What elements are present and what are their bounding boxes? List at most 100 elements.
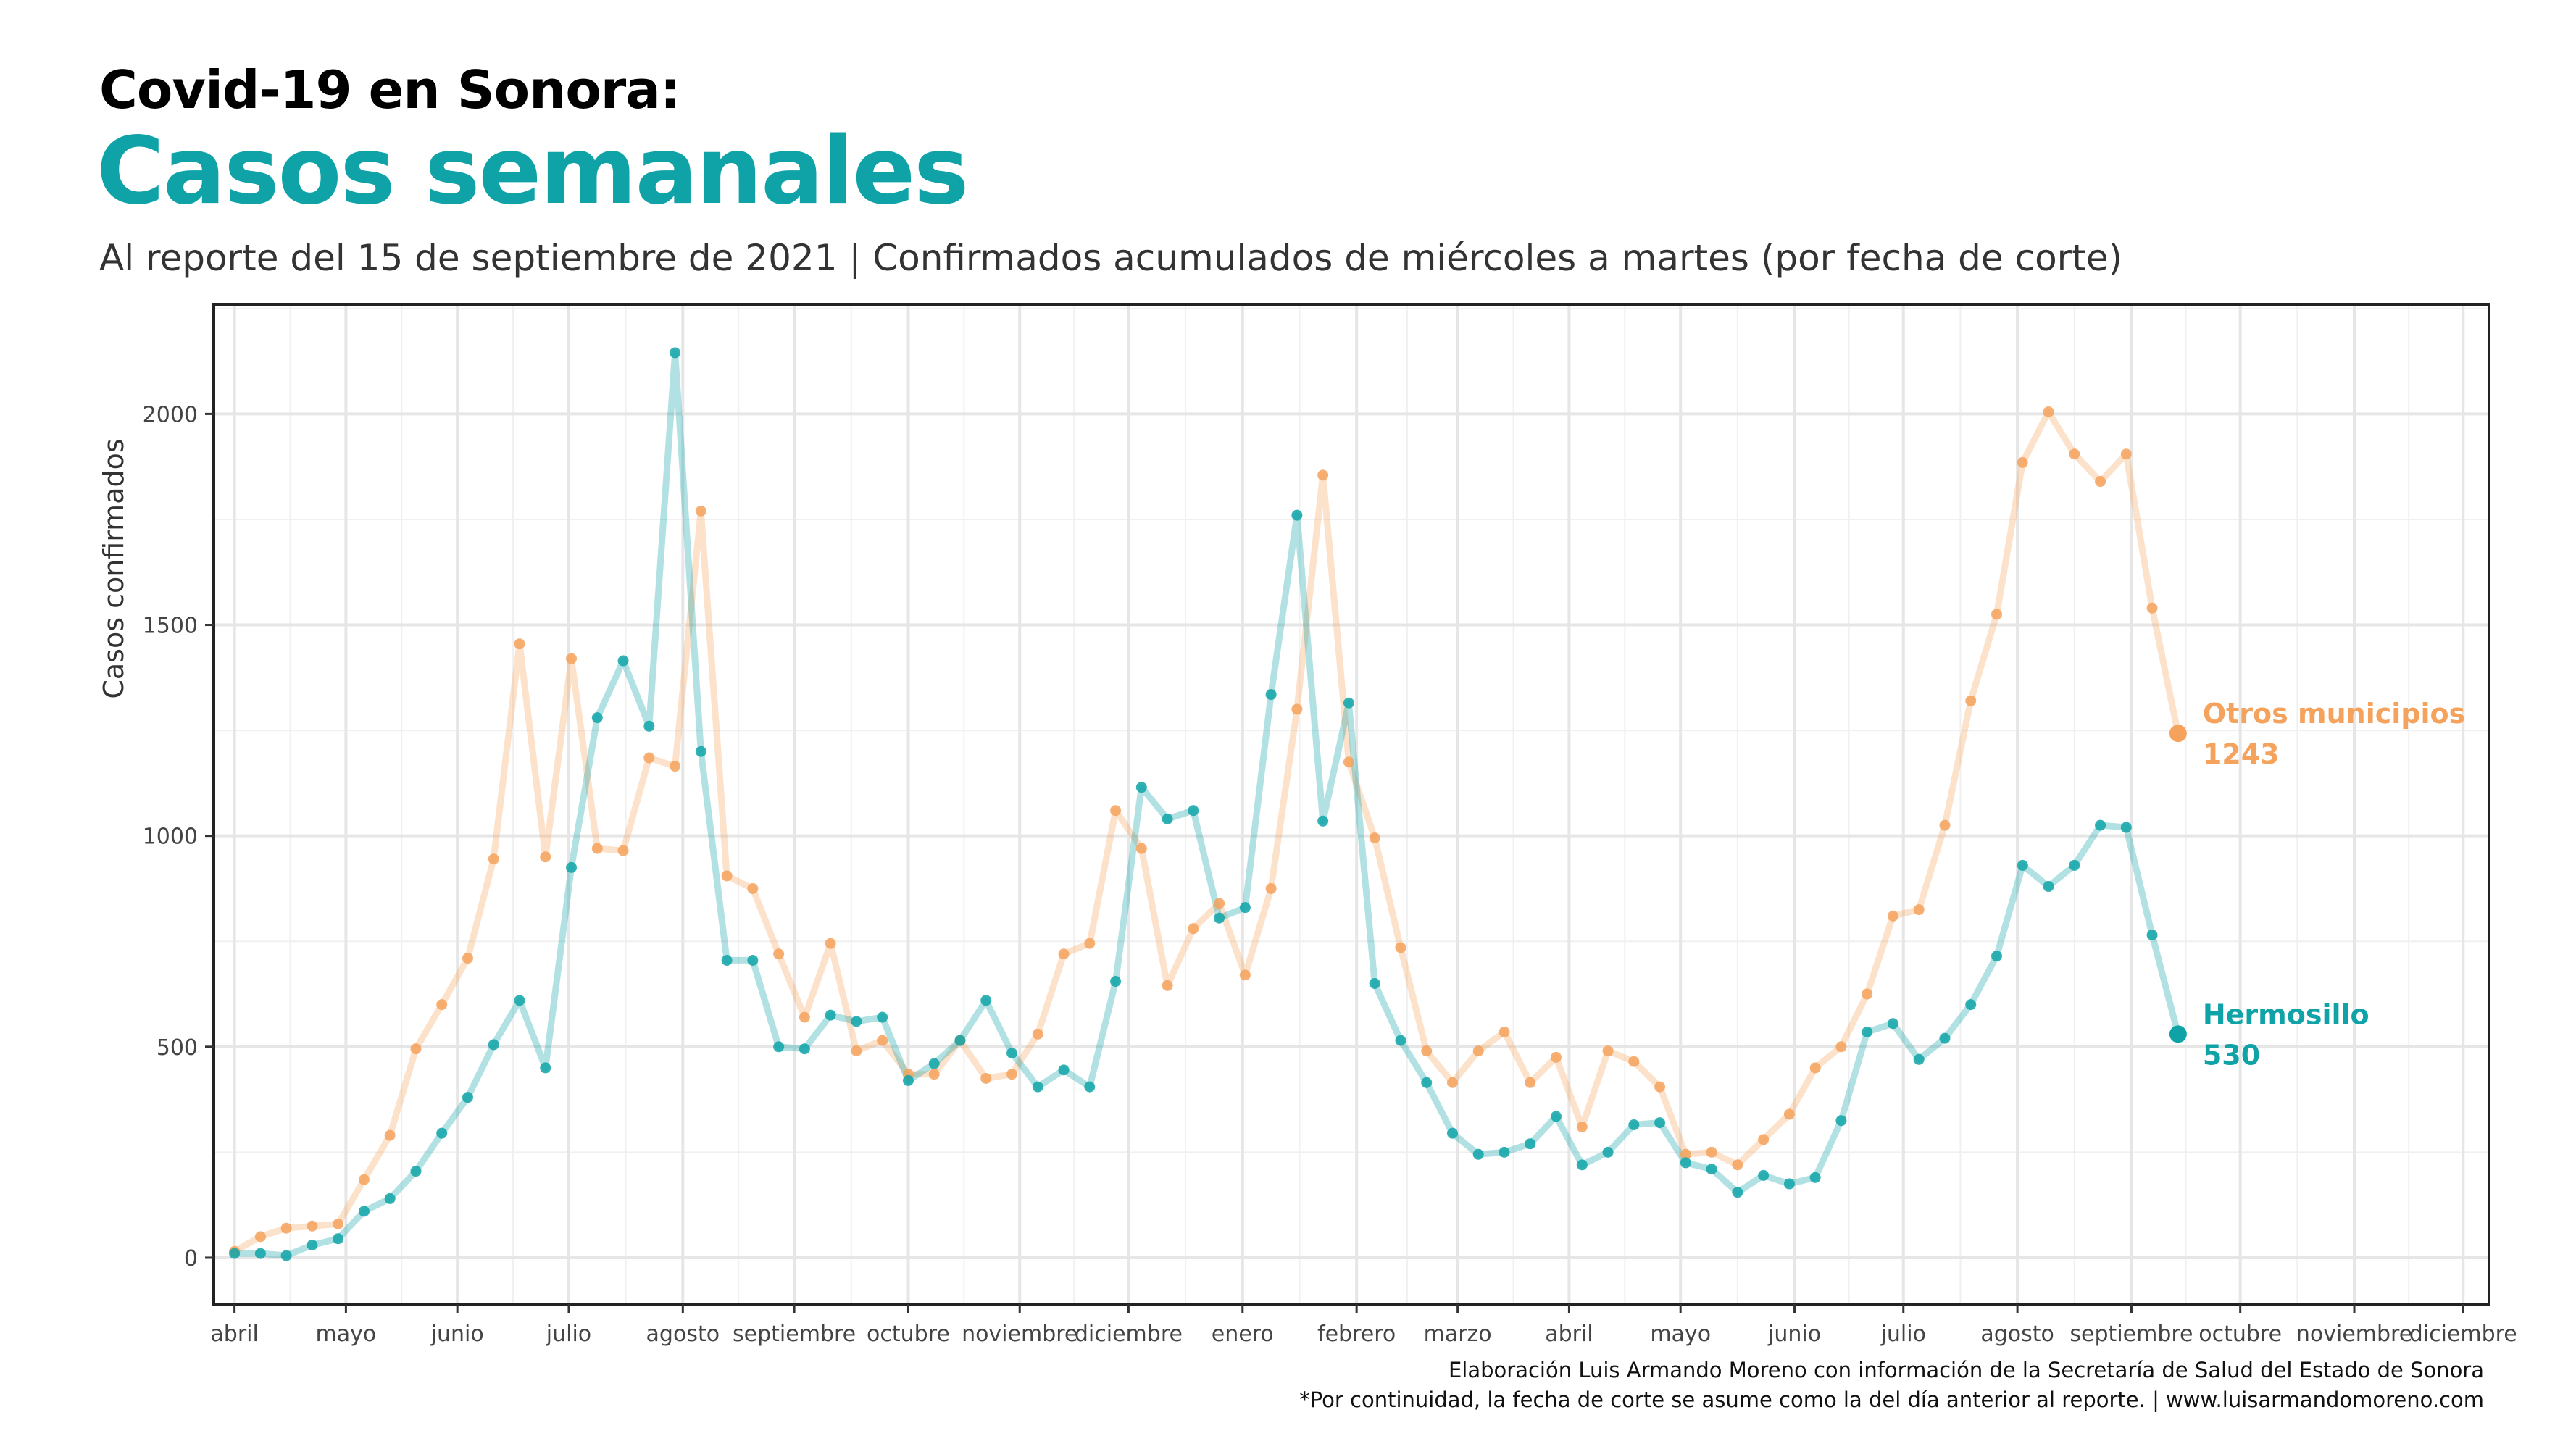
data-point-hermosillo xyxy=(877,1011,888,1023)
data-point-otros-municipios xyxy=(1084,938,1096,949)
data-point-hermosillo xyxy=(1421,1077,1433,1088)
data-point-otros-municipios xyxy=(1654,1081,1666,1093)
data-point-hermosillo xyxy=(1214,912,1225,924)
data-point-hermosillo xyxy=(1006,1048,1018,1059)
data-point-otros-municipios xyxy=(358,1174,370,1185)
data-point-hermosillo xyxy=(462,1092,473,1103)
x-tick-label: enero xyxy=(1212,1321,1274,1347)
data-point-otros-municipios xyxy=(2169,724,2187,743)
data-point-otros-municipios xyxy=(410,1043,422,1055)
data-point-hermosillo xyxy=(384,1193,396,1204)
y-tick-label: 1000 xyxy=(143,824,198,850)
data-point-hermosillo xyxy=(1913,1053,1925,1065)
data-point-otros-municipios xyxy=(1135,843,1147,854)
data-point-otros-municipios xyxy=(1939,819,1951,831)
data-point-otros-municipios xyxy=(721,870,733,882)
data-point-otros-municipios xyxy=(1006,1069,1018,1080)
data-point-hermosillo xyxy=(1991,951,2003,962)
series-value-label-hermosillo: 530 xyxy=(2203,1039,2260,1071)
data-point-otros-municipios xyxy=(254,1231,266,1243)
data-point-hermosillo xyxy=(2043,881,2054,893)
x-tick-label: diciembre xyxy=(1075,1321,1183,1347)
end-labels: Otros municipios 1243 Hermosillo 530 xyxy=(2203,698,2465,1071)
data-point-otros-municipios xyxy=(1991,609,2003,620)
data-point-otros-municipios xyxy=(514,638,525,650)
data-point-otros-municipios xyxy=(747,882,759,894)
data-point-hermosillo xyxy=(333,1233,344,1245)
data-point-otros-municipios xyxy=(1862,988,1873,1000)
data-point-otros-municipios xyxy=(1395,942,1406,953)
data-point-otros-municipios xyxy=(462,953,473,964)
data-point-hermosillo xyxy=(1887,1018,1898,1030)
data-point-hermosillo xyxy=(1602,1146,1614,1158)
data-point-hermosillo xyxy=(1135,782,1147,793)
data-point-otros-municipios xyxy=(1525,1077,1536,1088)
data-point-hermosillo xyxy=(1732,1187,1743,1198)
data-point-otros-municipios xyxy=(333,1218,344,1229)
data-point-hermosillo xyxy=(1239,902,1251,914)
data-point-hermosillo xyxy=(851,1016,862,1027)
data-point-hermosillo xyxy=(1162,813,1173,824)
data-point-hermosillo xyxy=(773,1041,785,1053)
data-point-otros-municipios xyxy=(1058,948,1070,960)
data-point-otros-municipios xyxy=(643,752,655,764)
data-point-otros-municipios xyxy=(1499,1026,1510,1037)
data-point-hermosillo xyxy=(1343,697,1354,709)
data-point-hermosillo xyxy=(1576,1159,1588,1171)
data-point-otros-municipios xyxy=(1214,898,1225,909)
data-point-hermosillo xyxy=(1835,1115,1847,1127)
x-tick-label: noviembre xyxy=(962,1321,1077,1347)
data-point-otros-municipios xyxy=(1965,695,1977,706)
data-point-otros-municipios xyxy=(1110,805,1122,817)
data-point-hermosillo xyxy=(1862,1026,1873,1037)
data-point-otros-municipios xyxy=(1032,1028,1043,1040)
data-point-otros-municipios xyxy=(591,843,603,854)
data-point-hermosillo xyxy=(1706,1164,1717,1175)
data-point-hermosillo xyxy=(1809,1172,1821,1183)
data-point-otros-municipios xyxy=(773,948,785,960)
data-point-hermosillo xyxy=(2169,1025,2187,1043)
data-point-otros-municipios xyxy=(1265,882,1277,894)
series-line-otros-municipios xyxy=(231,409,2182,1255)
data-point-hermosillo xyxy=(2069,859,2080,871)
data-point-otros-municipios xyxy=(1472,1045,1484,1057)
data-point-otros-municipios xyxy=(2043,406,2054,417)
x-tick-label: octubre xyxy=(867,1321,950,1347)
y-tick-label: 500 xyxy=(157,1035,198,1061)
data-point-otros-municipios xyxy=(280,1222,292,1234)
x-tick-label: febrero xyxy=(1317,1321,1396,1347)
data-point-otros-municipios xyxy=(670,761,681,772)
major-gridlines xyxy=(214,304,2489,1304)
data-point-hermosillo xyxy=(1291,509,1303,521)
y-axis-label: Casos confirmados xyxy=(98,438,130,698)
data-point-otros-municipios xyxy=(488,853,499,865)
data-point-otros-municipios xyxy=(1421,1045,1433,1057)
data-point-hermosillo xyxy=(721,954,733,966)
data-point-hermosillo xyxy=(1058,1064,1070,1076)
data-point-otros-municipios xyxy=(851,1045,862,1057)
data-point-hermosillo xyxy=(1110,976,1122,987)
data-point-hermosillo xyxy=(2146,930,2158,941)
data-point-hermosillo xyxy=(1446,1127,1458,1139)
data-point-hermosillo xyxy=(488,1039,499,1051)
series-value-label-otros-municipios: 1243 xyxy=(2203,738,2280,770)
y-axis: 0 500 1000 1500 2000 xyxy=(143,402,214,1271)
data-point-otros-municipios xyxy=(307,1220,318,1232)
data-point-hermosillo xyxy=(1783,1178,1795,1190)
data-point-otros-municipios xyxy=(1551,1051,1562,1063)
x-tick-label: julio xyxy=(546,1321,591,1347)
data-point-otros-municipios xyxy=(2017,456,2028,468)
series-line-hermosillo xyxy=(231,349,2182,1259)
data-point-otros-municipios xyxy=(1369,832,1380,844)
data-point-otros-municipios xyxy=(2120,448,2132,460)
data-point-otros-municipios xyxy=(928,1069,940,1080)
data-point-hermosillo xyxy=(566,861,578,873)
data-point-otros-municipios xyxy=(1706,1146,1717,1158)
data-point-otros-municipios xyxy=(1783,1108,1795,1120)
data-point-hermosillo xyxy=(695,746,706,757)
series-name-label-otros-municipios: Otros municipios xyxy=(2203,698,2465,730)
x-tick-label: noviembre xyxy=(2296,1321,2412,1347)
y-tick-label: 2000 xyxy=(143,402,198,427)
credit-line-1: Elaboración Luis Armando Moreno con info… xyxy=(1448,1358,2484,1382)
